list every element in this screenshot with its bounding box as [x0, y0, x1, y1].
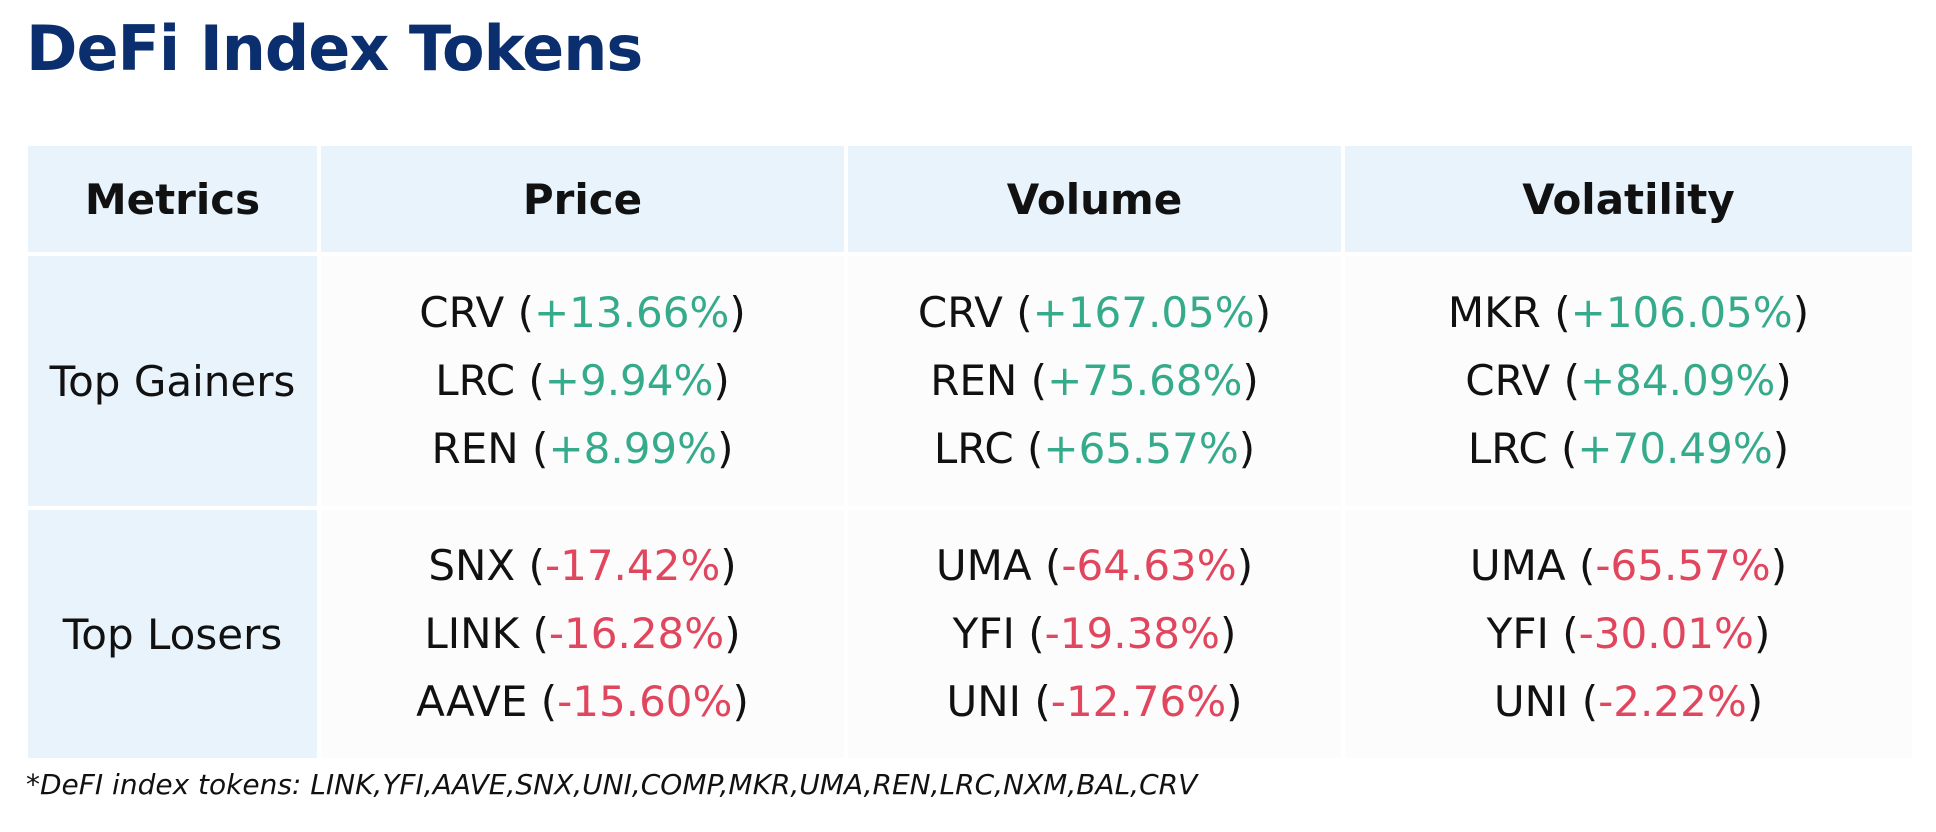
footnote: *DeFI index tokens: LINK,YFI,AAVE,SNX,UN…: [26, 768, 1198, 801]
table-entry: UNI (-2.22%): [1493, 677, 1764, 726]
losers-price-cell: SNX (-17.42%) LINK (-16.28%) AAVE (-15.6…: [321, 510, 848, 758]
column-header-price: Price: [321, 146, 848, 256]
table-entry: CRV (+167.05%): [917, 288, 1272, 337]
losers-volatility-cell: UMA (-65.57%) YFI (-30.01%) UNI (-2.22%): [1345, 510, 1912, 758]
table-entry: CRV (+84.09%): [1465, 356, 1792, 405]
table-entry: LRC (+70.49%): [1467, 424, 1790, 473]
column-header-volatility: Volatility: [1345, 146, 1912, 256]
table-entry: REN (+8.99%): [431, 424, 734, 473]
gainers-volume-cell: CRV (+167.05%) REN (+75.68%) LRC (+65.57…: [848, 256, 1345, 510]
table-entry: UMA (-65.57%): [1469, 541, 1788, 590]
negative-change: -16.28%: [548, 609, 725, 658]
table-entry: REN (+75.68%): [930, 356, 1259, 405]
table-entry: SNX (-17.42%): [428, 541, 737, 590]
metrics-table: Metrics Price Volume Volatility Top Gain…: [28, 146, 1912, 758]
gainers-volatility-cell: MKR (+106.05%) CRV (+84.09%) LRC (+70.49…: [1345, 256, 1912, 510]
table-entry: LRC (+9.94%): [435, 356, 730, 405]
negative-change: -64.63%: [1061, 541, 1237, 590]
positive-change: +84.09%: [1579, 356, 1776, 405]
table-entry: YFI (-30.01%): [1486, 609, 1771, 658]
table-entry: YFI (-19.38%): [952, 609, 1237, 658]
positive-change: +65.57%: [1043, 424, 1239, 473]
row-label-top-gainers: Top Gainers: [28, 256, 321, 510]
table-entry: AAVE (-15.60%): [416, 677, 749, 726]
negative-change: -19.38%: [1044, 609, 1220, 658]
negative-change: -15.60%: [557, 677, 733, 726]
column-header-volume: Volume: [848, 146, 1345, 256]
table-entry: LINK (-16.28%): [424, 609, 741, 658]
positive-change: +8.99%: [548, 424, 718, 473]
negative-change: -2.22%: [1598, 677, 1747, 726]
table-entry: UNI (-12.76%): [946, 677, 1243, 726]
negative-change: -17.42%: [544, 541, 721, 590]
row-label-top-losers: Top Losers: [28, 510, 321, 758]
negative-change: -30.01%: [1578, 609, 1754, 658]
table-entry: MKR (+106.05%): [1447, 288, 1810, 337]
positive-change: +167.05%: [1032, 288, 1255, 337]
table-entry: CRV (+13.66%): [419, 288, 746, 337]
positive-change: +75.68%: [1047, 356, 1243, 405]
gainers-price-cell: CRV (+13.66%) LRC (+9.94%) REN (+8.99%): [321, 256, 848, 510]
losers-volume-cell: UMA (-64.63%) YFI (-19.38%) UNI (-12.76%…: [848, 510, 1345, 758]
positive-change: +106.05%: [1570, 288, 1793, 337]
negative-change: -65.57%: [1595, 541, 1771, 590]
table-entry: LRC (+65.57%): [933, 424, 1256, 473]
positive-change: +70.49%: [1577, 424, 1773, 473]
column-header-metrics: Metrics: [28, 146, 321, 256]
table-entry: UMA (-64.63%): [935, 541, 1254, 590]
positive-change: +13.66%: [533, 288, 730, 337]
page-title: DeFi Index Tokens: [26, 12, 643, 85]
negative-change: -12.76%: [1050, 677, 1227, 726]
positive-change: +9.94%: [544, 356, 714, 405]
